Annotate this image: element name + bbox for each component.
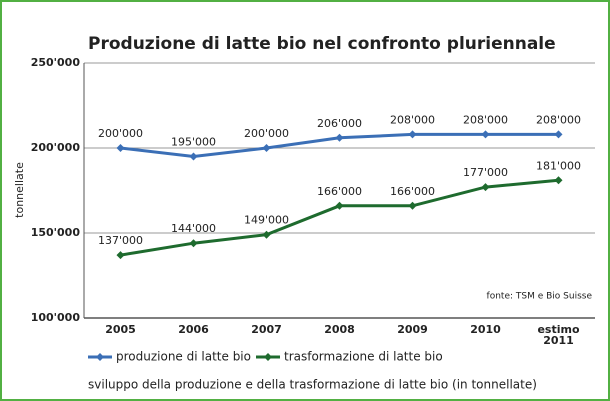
legend-label: produzione di latte bio	[116, 350, 251, 364]
legend-marker	[96, 353, 104, 361]
x-tick-label: 2005	[105, 323, 136, 336]
point	[116, 251, 125, 260]
x-tick-label: estimo 2011	[537, 323, 579, 347]
data-label: 200'000	[244, 127, 289, 140]
data-label: 208'000	[390, 113, 435, 126]
point	[481, 183, 490, 192]
data-label: 177'000	[463, 166, 508, 179]
data-label: 181'000	[536, 159, 581, 172]
y-tick-label: 100'000	[31, 311, 81, 324]
data-label: 166'000	[317, 185, 362, 198]
data-label: 200'000	[98, 127, 143, 140]
x-tick-label: 2010	[470, 323, 501, 336]
y-tick-label: 250'000	[31, 56, 81, 69]
x-tick-label: 2009	[397, 323, 428, 336]
data-label: 208'000	[463, 113, 508, 126]
y-tick-label: 200'000	[31, 141, 81, 154]
y-tick-label: 150'000	[31, 226, 81, 239]
point	[262, 144, 271, 152]
point	[335, 201, 344, 210]
data-label: 166'000	[390, 185, 435, 198]
point	[189, 239, 198, 248]
x-tick-label: 2008	[324, 323, 355, 336]
chart-title: Produzione di latte bio nel confronto pl…	[88, 34, 556, 54]
point	[408, 130, 417, 139]
legend-marker	[264, 353, 272, 361]
point	[554, 130, 563, 139]
point	[554, 176, 563, 185]
data-label: 195'000	[171, 136, 216, 149]
data-label: 208'000	[536, 113, 581, 126]
y-axis-label: tonnellate	[13, 162, 26, 218]
data-label: 144'000	[171, 222, 216, 235]
data-label: 206'000	[317, 117, 362, 130]
point	[408, 201, 417, 210]
caption: sviluppo della produzione e della trasfo…	[88, 378, 537, 392]
point	[481, 130, 490, 139]
source-note: fonte: TSM e Bio Suisse	[487, 292, 593, 302]
point	[262, 230, 271, 239]
x-tick-label: 2006	[178, 323, 209, 336]
point	[116, 144, 125, 152]
data-label: 137'000	[98, 234, 143, 247]
legend-label: trasformazione di latte bio	[284, 350, 443, 364]
point	[335, 133, 344, 142]
point	[189, 152, 198, 161]
data-label: 149'000	[244, 214, 289, 227]
x-tick-label: 2007	[251, 323, 282, 336]
